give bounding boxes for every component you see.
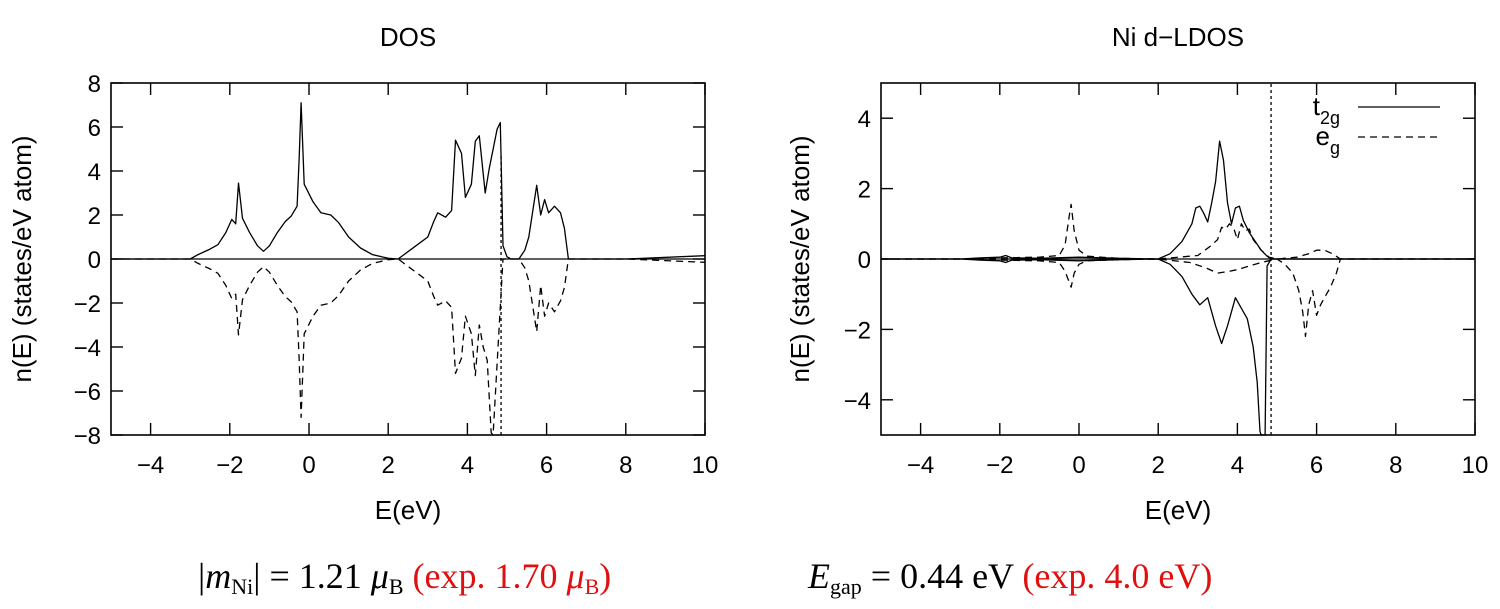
- y-tick-label: −4: [844, 388, 871, 415]
- y-tick-label: 8: [88, 71, 101, 98]
- x-tick-label: −4: [137, 452, 164, 479]
- x-tick-label: 4: [1231, 452, 1244, 479]
- legend-subscript: 2g: [1320, 108, 1340, 128]
- x-tick-label: 8: [1389, 452, 1402, 479]
- y-tick-label: 2: [858, 177, 871, 204]
- series-line-solid-0: [111, 102, 706, 260]
- gap-subscript: gap: [830, 574, 862, 599]
- y-tick-label: 0: [88, 247, 101, 274]
- x-tick-label: 0: [1072, 452, 1085, 479]
- legend-subscript: g: [1330, 138, 1340, 158]
- y-tick-label: 2: [88, 203, 101, 230]
- series-line-eg-dashed-2: [881, 203, 1475, 260]
- x-tick-label: −4: [907, 452, 934, 479]
- legend-label-t2g: t2g: [1313, 91, 1340, 128]
- moment-value: = 1.21: [260, 556, 371, 596]
- abs-bar-left: |: [198, 556, 206, 596]
- chart-title: DOS: [380, 22, 436, 52]
- series-line-t2g-solid-0: [881, 140, 1475, 260]
- x-axis-label: E(eV): [375, 495, 441, 525]
- y-tick-label: 4: [88, 159, 101, 186]
- mu-symbol: μ: [370, 556, 389, 596]
- dos-panel: −4 −2 0 2 4 6 8 10 −8 −6 −4 −2 0 2 4 6 8 DOS E(eV) n(E) (st…: [7, 22, 718, 525]
- x-tick-label: 10: [692, 452, 719, 479]
- y-tick-label: −6: [74, 379, 101, 406]
- y-axis-label: n(E) (states/eV atom): [785, 135, 815, 382]
- series-line-eg-dashed-3: [881, 258, 1475, 338]
- x-axis-label: E(eV): [1145, 495, 1211, 525]
- x-tick-label: 8: [619, 452, 632, 479]
- x-tick-label: 0: [302, 452, 315, 479]
- x-tick-label: −2: [216, 452, 243, 479]
- series-line-dashed-1: [111, 258, 706, 436]
- magnetic-moment-caption: |mNi| = 1.21 μB (exp. 1.70 μB): [198, 546, 611, 606]
- x-tick-label: 10: [1462, 452, 1489, 479]
- moment-symbol: m: [205, 556, 232, 596]
- series-line-t2g-solid-1: [881, 258, 1475, 436]
- x-tick-label: −2: [986, 452, 1013, 479]
- gap-experimental: (exp. 4.0 eV): [1022, 556, 1213, 596]
- moment-exp-value: (exp. 1.70: [412, 556, 567, 596]
- y-tick-label: 6: [88, 115, 101, 142]
- x-tick-label: 6: [1310, 452, 1323, 479]
- legend-main: t: [1313, 91, 1321, 121]
- x-tick-label: 2: [382, 452, 395, 479]
- mu-subscript-exp: B: [584, 574, 600, 599]
- moment-experimental: (exp. 1.70 μB): [412, 556, 612, 599]
- y-tick-label: 4: [858, 106, 871, 133]
- y-tick-label: −2: [844, 317, 871, 344]
- y-tick-label: −8: [74, 423, 101, 450]
- moment-exp-close: ): [599, 556, 612, 596]
- legend-label-eg: eg: [1316, 121, 1340, 158]
- y-tick-label: −4: [74, 335, 101, 362]
- x-tick-label: 6: [540, 452, 553, 479]
- legend-main: e: [1316, 121, 1330, 151]
- gap-symbol: E: [808, 556, 830, 596]
- mu-symbol-exp: μ: [566, 556, 585, 596]
- y-tick-label: 0: [858, 247, 871, 274]
- abs-bar-right: |: [253, 556, 261, 596]
- ni-d-ldos-panel: −4 −2 0 2 4 6 8 10 −4 −2 0 2 4 Ni d−LDOS E(eV) n(E) (st…: [785, 22, 1488, 525]
- gap-value: = 0.44 eV: [861, 556, 1023, 596]
- x-tick-label: 2: [1152, 452, 1165, 479]
- band-gap-caption: Egap = 0.44 eV (exp. 4.0 eV): [808, 546, 1212, 606]
- y-tick-label: −2: [74, 291, 101, 318]
- y-axis-label: n(E) (states/eV atom): [7, 135, 37, 382]
- moment-subscript: Ni: [231, 574, 254, 599]
- mu-subscript: B: [388, 574, 404, 599]
- chart-title: Ni d−LDOS: [1112, 22, 1244, 52]
- x-tick-label: 4: [461, 452, 474, 479]
